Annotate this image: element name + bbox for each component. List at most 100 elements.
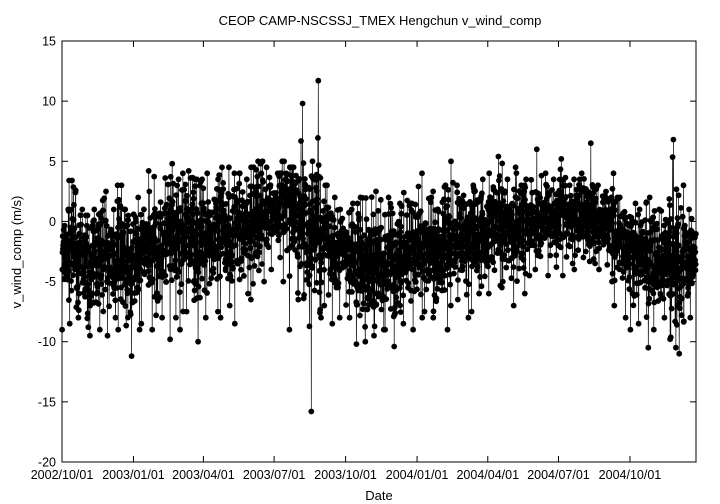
data-point xyxy=(135,286,142,293)
data-point xyxy=(422,220,429,226)
data-point xyxy=(664,282,670,289)
data-point xyxy=(90,274,96,281)
data-point xyxy=(106,303,112,310)
data-point xyxy=(366,292,373,299)
data-point xyxy=(576,176,583,183)
data-point xyxy=(145,168,152,174)
y-tick-label: -15 xyxy=(38,395,56,409)
data-point xyxy=(98,272,105,279)
data-point xyxy=(678,312,685,319)
data-point xyxy=(188,251,195,258)
data-point xyxy=(524,246,531,253)
data-point xyxy=(415,183,422,190)
data-point xyxy=(650,290,657,297)
data-point xyxy=(151,173,158,180)
data-point xyxy=(635,320,642,327)
data-point xyxy=(378,306,385,313)
data-point xyxy=(70,272,77,279)
data-point xyxy=(314,200,321,207)
data-point xyxy=(424,251,430,258)
data-point xyxy=(163,201,170,208)
data-point xyxy=(567,192,574,199)
data-point xyxy=(549,187,555,193)
data-point xyxy=(217,314,224,321)
data-point xyxy=(81,273,88,280)
data-point xyxy=(393,240,400,246)
data-point xyxy=(88,290,95,297)
data-point xyxy=(296,176,303,182)
data-point xyxy=(195,338,202,345)
data-point xyxy=(375,245,382,252)
data-point xyxy=(197,294,203,301)
data-point xyxy=(447,245,453,252)
data-point xyxy=(252,241,259,248)
data-point xyxy=(167,234,173,241)
data-point xyxy=(301,292,307,298)
data-point xyxy=(511,186,517,193)
data-point xyxy=(566,182,573,189)
data-point xyxy=(86,246,92,252)
data-point xyxy=(261,278,267,285)
data-point xyxy=(459,263,466,270)
data-point xyxy=(667,224,674,231)
data-point xyxy=(256,267,262,274)
data-point xyxy=(582,248,589,255)
data-point xyxy=(362,246,369,253)
data-point xyxy=(112,297,119,304)
x-tick-label: 2004/01/01 xyxy=(386,468,449,482)
data-point xyxy=(250,280,256,287)
data-point xyxy=(491,267,498,274)
data-point xyxy=(318,314,324,321)
data-point xyxy=(371,323,378,330)
x-tick-label: 2004/10/01 xyxy=(599,468,662,482)
data-point xyxy=(477,274,483,280)
data-point xyxy=(400,320,407,327)
data-point xyxy=(632,200,639,207)
data-point xyxy=(378,224,385,231)
data-point xyxy=(438,233,445,240)
data-point xyxy=(256,249,263,256)
data-point xyxy=(185,242,191,249)
data-point xyxy=(135,261,142,268)
data-point xyxy=(227,273,234,280)
data-point xyxy=(349,289,355,295)
data-point xyxy=(479,176,486,183)
data-point xyxy=(607,242,613,249)
data-point xyxy=(66,297,72,303)
plot-frame xyxy=(61,40,697,463)
data-point xyxy=(520,265,527,271)
data-point xyxy=(523,226,530,233)
data-point xyxy=(286,273,293,279)
data-point xyxy=(113,251,120,258)
data-point xyxy=(451,270,457,277)
data-point xyxy=(609,185,616,192)
data-point xyxy=(191,228,197,234)
data-point xyxy=(538,240,545,247)
data-point xyxy=(61,222,68,229)
data-point xyxy=(238,255,245,261)
data-point xyxy=(101,264,108,270)
data-point xyxy=(343,229,350,236)
data-point xyxy=(421,308,428,315)
data-point xyxy=(370,297,376,304)
data-point xyxy=(104,332,111,339)
data-point xyxy=(454,296,461,303)
data-point xyxy=(295,254,301,260)
data-point xyxy=(368,194,375,201)
data-point xyxy=(391,343,398,350)
x-tick-label: 2004/07/01 xyxy=(527,468,590,482)
data-point xyxy=(318,279,325,286)
data-point xyxy=(96,326,103,333)
data-point xyxy=(283,225,290,232)
data-point xyxy=(174,245,180,252)
data-point xyxy=(362,338,369,345)
data-point xyxy=(357,270,364,277)
data-point xyxy=(259,158,266,165)
data-point xyxy=(316,267,323,274)
data-point xyxy=(471,251,477,257)
data-point xyxy=(64,252,70,259)
data-point xyxy=(231,320,238,327)
data-point xyxy=(286,326,293,333)
data-point xyxy=(555,222,562,229)
data-point xyxy=(359,306,366,313)
